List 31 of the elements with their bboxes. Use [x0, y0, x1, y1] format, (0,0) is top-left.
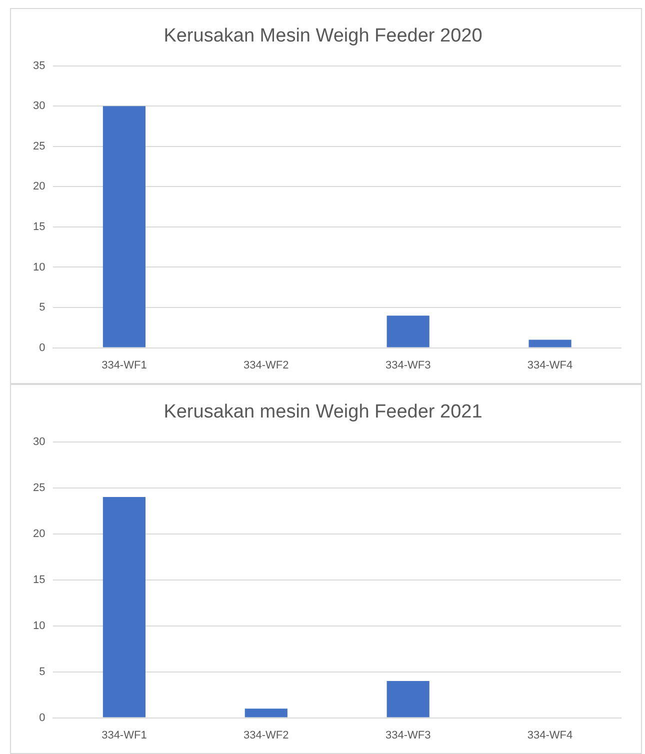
- y-tick-label: 25: [32, 140, 46, 152]
- bar: [386, 681, 430, 718]
- bar: [102, 497, 146, 718]
- bar: [386, 316, 430, 348]
- y-tick-label: 30: [32, 100, 46, 112]
- x-tick-label: 334-WF3: [385, 729, 431, 742]
- y-tick-label: 10: [32, 620, 46, 632]
- chart-title: Kerusakan mesin Weigh Feeder 2021: [164, 402, 482, 423]
- x-tick-label: 334-WF3: [385, 359, 431, 372]
- x-tick-label: 334-WF2: [244, 729, 289, 742]
- bar: [244, 708, 288, 718]
- x-tick-label: 334-WF4: [527, 729, 573, 742]
- y-tick-label: 20: [32, 180, 46, 193]
- y-tick-label: 10: [32, 261, 46, 274]
- y-tick-label: 5: [39, 666, 46, 678]
- y-tick-label: 25: [32, 482, 46, 494]
- chart-title: Kerusakan Mesin Weigh Feeder 2020: [164, 26, 482, 47]
- y-tick-label: 15: [32, 574, 46, 586]
- y-tick-label: 15: [32, 220, 46, 233]
- y-tick-label: 30: [32, 436, 46, 448]
- bar: [528, 340, 572, 348]
- y-tick-label: 0: [39, 342, 46, 354]
- y-tick-label: 5: [39, 302, 46, 314]
- y-tick-label: 35: [32, 60, 46, 72]
- x-tick-label: 334-WF2: [244, 359, 289, 372]
- x-tick-label: 334-WF1: [102, 359, 147, 372]
- bar: [102, 106, 146, 348]
- y-tick-label: 0: [39, 712, 46, 724]
- x-tick-label: 334-WF1: [102, 729, 147, 742]
- y-tick-label: 20: [32, 528, 46, 540]
- x-tick-label: 334-WF4: [527, 359, 573, 372]
